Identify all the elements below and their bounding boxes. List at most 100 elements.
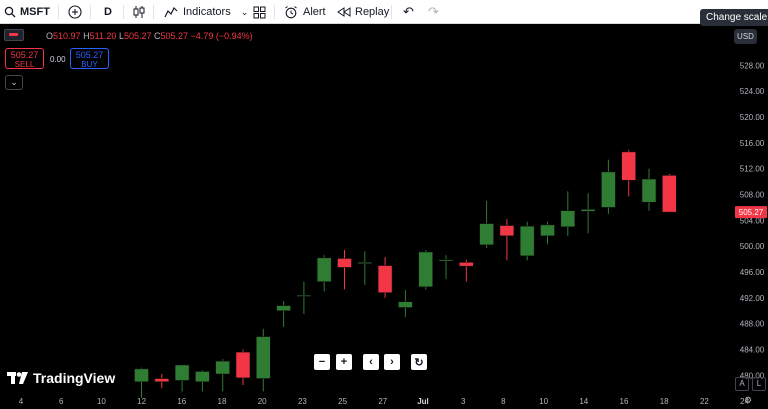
close-value: 505.27 — [160, 31, 189, 41]
candle-body — [255, 336, 271, 379]
candle-body — [154, 378, 170, 383]
chevron-down-icon[interactable]: ⌄ — [5, 75, 23, 90]
sell-button[interactable]: 505.27 SELL — [5, 48, 44, 69]
redo-icon[interactable]: ↷ — [428, 4, 439, 19]
candle-body — [560, 210, 576, 228]
time-tick-label: 8 — [501, 397, 506, 406]
compare-symbol-button[interactable] — [68, 0, 82, 24]
buy-button[interactable]: 505.27 BUY — [70, 48, 109, 69]
candle-body — [499, 225, 515, 237]
spread-value: 0.00 — [50, 55, 66, 64]
candles-icon — [133, 6, 145, 18]
time-tick-label: 23 — [298, 397, 307, 406]
time-tick-label: 12 — [137, 397, 146, 406]
toolbar-divider — [123, 5, 124, 19]
logo-text: TradingView — [33, 370, 116, 386]
price-tick-label: 524.00 — [740, 87, 765, 96]
toolbar-divider — [274, 5, 275, 19]
candle-body — [357, 262, 373, 264]
time-tick-label: 22 — [700, 397, 709, 406]
alert-button[interactable]: Alert — [284, 0, 326, 24]
reset-chart-button[interactable]: ↻ — [411, 354, 427, 370]
symbol-label: MSFT — [20, 6, 50, 18]
time-tick-label: 14 — [579, 397, 588, 406]
currency-button[interactable]: USD — [734, 29, 757, 44]
candle-body — [601, 171, 616, 208]
candle-body — [418, 251, 434, 288]
price-tick-label: 508.00 — [740, 191, 765, 200]
collapse-legend-button[interactable] — [4, 29, 24, 41]
rewind-icon — [337, 7, 351, 17]
candle-body — [296, 294, 312, 297]
price-tick-label: 504.00 — [740, 216, 765, 225]
change-value: −4.79 (−0.94%) — [190, 31, 253, 41]
candle-body — [438, 259, 454, 262]
toolbar-divider — [391, 5, 392, 19]
last-price-marker — [735, 206, 767, 219]
alarm-clock-icon — [285, 6, 297, 19]
candle-body — [276, 305, 291, 312]
auto-scale-button[interactable]: A — [735, 377, 749, 391]
candle-body — [479, 223, 494, 246]
tooltip: Change scale cu — [700, 9, 768, 26]
candle-body — [337, 258, 352, 268]
scroll-left-button[interactable]: ‹ — [363, 354, 379, 370]
replay-label: Replay — [355, 6, 390, 18]
candle-body — [377, 265, 393, 293]
time-tick-label: 25 — [338, 397, 347, 406]
candle-body — [215, 360, 230, 375]
chevron-down-icon: ⌄ — [240, 6, 249, 17]
time-tick-label: 16 — [620, 397, 629, 406]
price-tick-label: 488.00 — [740, 320, 765, 329]
log-scale-button[interactable]: L — [752, 377, 766, 391]
sell-label: SELL — [14, 60, 35, 69]
close-label: C — [154, 31, 161, 41]
sell-price: 505.27 — [10, 50, 39, 60]
open-label: O — [46, 31, 54, 41]
candle-body — [398, 301, 413, 308]
candle-body — [641, 178, 657, 203]
undo-icon[interactable]: ↶ — [403, 4, 414, 19]
indicators-button[interactable]: Indicators ⌄ — [164, 0, 248, 24]
price-tick-label: 492.00 — [740, 294, 765, 303]
time-tick-label: Jul — [417, 397, 429, 406]
price-tick-label: 512.00 — [740, 165, 765, 174]
high-value: 511.20 — [89, 31, 117, 41]
candle-body — [134, 368, 149, 383]
candle-body — [661, 175, 677, 213]
plus-circle-icon — [68, 5, 82, 19]
layouts-button[interactable] — [253, 0, 266, 24]
zoom-in-button[interactable]: + — [336, 354, 352, 370]
time-axis: 4 6 10 12 16 18 20 23 25 27 Jul 3 8 10 14 16 18 22 24 — [19, 397, 750, 406]
tradingview-logo: TradingView — [7, 370, 115, 386]
price-tick-label: 480.00 — [740, 371, 765, 380]
price-tick-label: 496.00 — [740, 268, 765, 277]
price-tick-label: 484.00 — [740, 345, 765, 354]
interval-button[interactable]: D — [104, 6, 112, 18]
symbol-search[interactable]: MSFT — [4, 0, 50, 24]
time-tick-label: 18 — [218, 397, 227, 406]
time-tick-label: 6 — [59, 397, 64, 406]
low-value: 505.27 — [123, 31, 152, 41]
zoom-out-button[interactable]: − — [314, 354, 330, 370]
price-axis: 528.00 524.00 520.00 516.00 512.00 508.00 504.… — [740, 61, 765, 380]
gear-icon[interactable]: ⚙ — [744, 395, 753, 405]
toolbar-divider — [153, 5, 154, 19]
time-tick-label: 27 — [378, 397, 387, 406]
candle-body — [540, 224, 555, 237]
candle-body — [235, 351, 251, 379]
low-label: L — [118, 31, 124, 41]
candle-body — [316, 257, 332, 282]
chart-type-button[interactable] — [133, 0, 145, 24]
scroll-right-button[interactable]: › — [384, 354, 400, 370]
price-tick-label: 520.00 — [740, 113, 765, 122]
indicators-label: Indicators — [183, 6, 231, 18]
candle-body — [580, 209, 596, 212]
candle-body — [458, 262, 474, 267]
replay-button[interactable]: Replay — [337, 0, 389, 24]
time-tick-label: 18 — [660, 397, 669, 406]
price-tick-label: 500.00 — [740, 242, 765, 251]
top-toolbar: MSFT D Indicators ⌄ Alert Replay ↶ ↷ — [0, 0, 768, 24]
ohlc-legend: O510.97 H511.20 L505.27 C505.27 −4.79 (−… — [46, 31, 253, 41]
